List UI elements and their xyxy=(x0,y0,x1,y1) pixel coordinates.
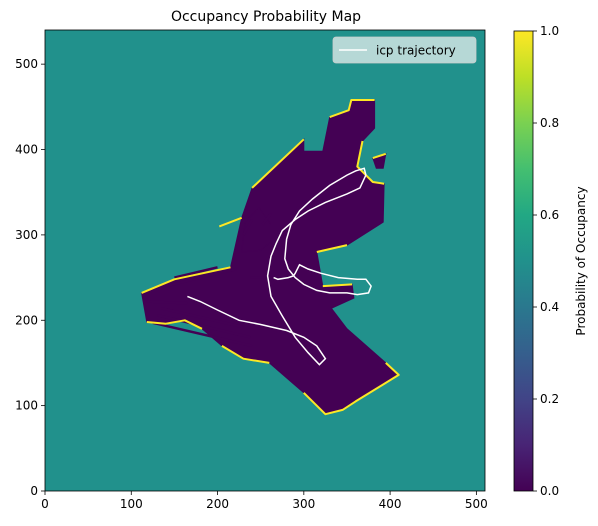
free-streak-3 xyxy=(146,300,188,305)
colorbar: 0.0 0.2 0.4 0.6 0.8 1.0 Probability of Occupa… xyxy=(513,24,588,498)
plot-frame xyxy=(44,29,486,492)
y-tick-label-400: 400 xyxy=(15,143,38,157)
free-streak-5 xyxy=(174,266,218,279)
y-tick-label-100: 100 xyxy=(15,399,38,413)
colorbar-label: Probability of Occupancy xyxy=(574,186,588,335)
free-streak-4 xyxy=(165,267,237,288)
x-tick-label-400: 400 xyxy=(379,497,402,511)
legend-box xyxy=(332,36,477,64)
x-tick-label-200: 200 xyxy=(206,497,229,511)
occupied-edge-0 xyxy=(141,266,231,294)
free-streak-7 xyxy=(242,218,254,236)
free-streak-0 xyxy=(152,321,253,348)
plot-area xyxy=(44,29,486,492)
colorbar-gradient xyxy=(513,30,534,492)
y-tick-label-0: 0 xyxy=(30,484,38,498)
y-tick-label-500: 500 xyxy=(15,57,38,71)
occupied-edge-6 xyxy=(303,362,400,416)
y-tick-label-300: 300 xyxy=(15,228,38,242)
colorbar-tick-label-0.2: 0.2 xyxy=(540,392,559,406)
colorbar-tick-label-0.6: 0.6 xyxy=(540,208,559,222)
chart-title: Occupancy Probability Map xyxy=(171,9,361,25)
free-streak-8 xyxy=(261,212,272,226)
occupied-edge-9 xyxy=(218,216,243,228)
y-axis: 0 100 200 300 400 500 xyxy=(15,57,45,498)
occupied-edge-4 xyxy=(316,244,348,253)
occupied-edge-1 xyxy=(251,138,305,189)
legend-label-icp-trajectory: icp trajectory xyxy=(376,44,456,58)
occupied-edge-7 xyxy=(146,319,203,330)
y-tick-label-200: 200 xyxy=(15,313,38,327)
colorbar-tick-label-0.4: 0.4 xyxy=(540,300,559,314)
legend: icp trajectory xyxy=(332,36,477,64)
colorbar-tick-label-0.0: 0.0 xyxy=(540,484,559,498)
x-tick-label-0: 0 xyxy=(41,497,49,511)
occupied-edge-8 xyxy=(221,345,270,364)
occupied-edge-5 xyxy=(322,283,353,288)
free-streak-1 xyxy=(156,313,251,339)
colorbar-ticks: 0.0 0.2 0.4 0.6 0.8 1.0 xyxy=(533,24,559,498)
x-tick-label-300: 300 xyxy=(292,497,315,511)
colorbar-tick-label-1.0: 1.0 xyxy=(540,24,559,38)
occupied-edge-2 xyxy=(329,99,375,119)
icp-trajectory-line xyxy=(187,167,372,366)
free-streak-2 xyxy=(161,307,244,329)
colorbar-tick-label-0.8: 0.8 xyxy=(540,116,559,130)
occupied-edge-10 xyxy=(372,152,387,160)
x-tick-label-500: 500 xyxy=(465,497,488,511)
x-axis: 0 100 200 300 400 500 xyxy=(41,491,488,511)
x-tick-label-100: 100 xyxy=(120,497,143,511)
free-region-1 xyxy=(241,206,272,253)
